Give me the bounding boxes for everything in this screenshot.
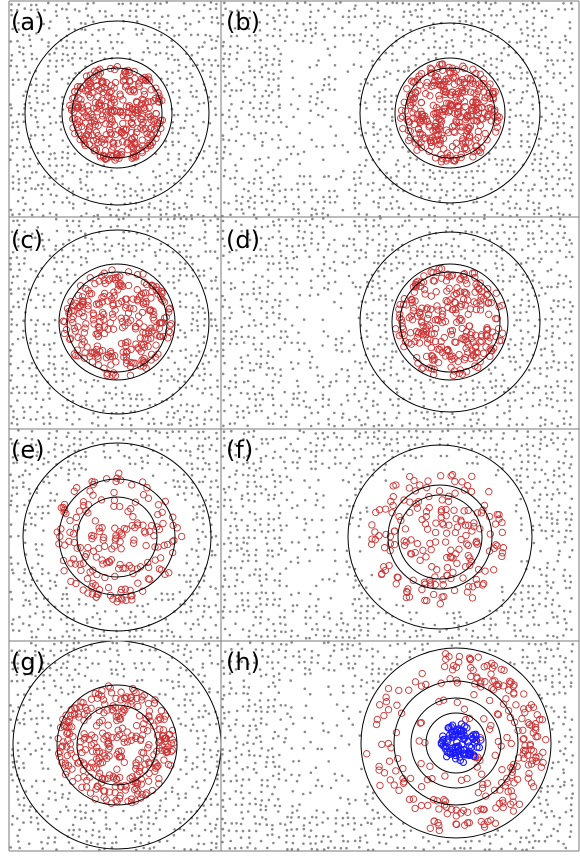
panel-b-particles	[221, 1, 574, 217]
panel-c-red-particles	[60, 267, 174, 379]
panel-f-particles	[221, 429, 573, 639]
panel-a-red-particles	[67, 63, 166, 163]
panel-f-ring-2	[388, 485, 492, 589]
panel-h-red-particles	[364, 651, 549, 834]
panel-label-f: (f)	[226, 436, 253, 464]
panel-h-ring-3	[411, 698, 501, 788]
panel-label-g: (g)	[11, 648, 45, 676]
particle-layer	[9, 1, 574, 851]
panel-label-e: (e)	[11, 436, 45, 464]
panel-f-red-particles	[368, 472, 506, 608]
panel-label-d: (d)	[226, 226, 260, 254]
panel-d-ring-1	[360, 232, 540, 412]
panel-b-red-particles	[398, 61, 503, 165]
panel-label-a: (a)	[11, 8, 44, 36]
panel-label-h: (h)	[226, 648, 260, 676]
panel-b-ring-1	[360, 23, 540, 203]
panel-label-b: (b)	[226, 8, 260, 36]
panel-h-particles	[221, 641, 574, 851]
panel-d-red-particles	[393, 266, 506, 379]
panel-h-ring-4	[426, 713, 486, 773]
panel-label-c: (c)	[11, 226, 43, 254]
panel-e-red-particles	[54, 470, 185, 605]
panel-c-ring-1	[25, 230, 209, 414]
